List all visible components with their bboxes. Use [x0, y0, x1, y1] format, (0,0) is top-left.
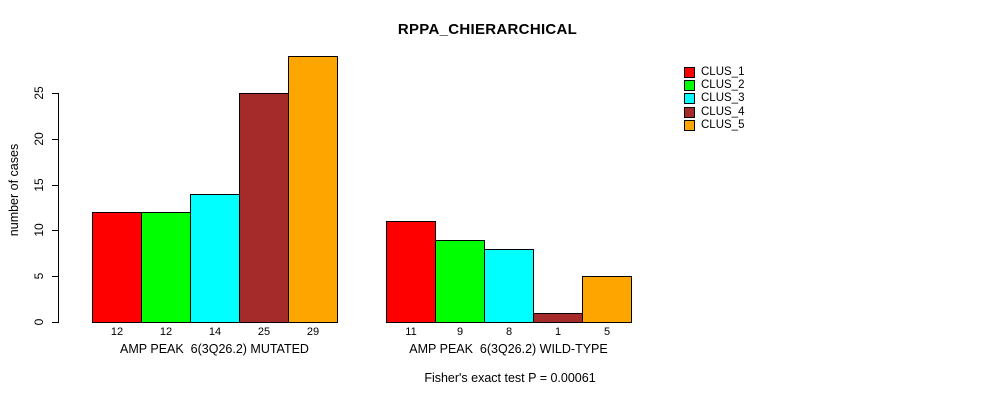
legend-item-clus_5: CLUS_5 [684, 119, 744, 132]
legend-label: CLUS_1 [701, 66, 745, 78]
y-tick [52, 184, 58, 186]
group-label-2: AMP PEAK 6(3Q26.2) WILD-TYPE [409, 342, 608, 356]
bar-clus_3-group1 [190, 194, 240, 323]
legend-label: CLUS_4 [701, 105, 745, 118]
legend-item-clus_4: CLUS_4 [684, 106, 744, 119]
legend-label: CLUS_3 [701, 92, 745, 105]
legend-label: CLUS_5 [701, 118, 745, 131]
y-tick [52, 276, 58, 278]
bar-value-label: 29 [306, 326, 320, 338]
legend-label: CLUS_2 [701, 79, 745, 92]
y-tick-label: 5 [32, 272, 46, 280]
legend-swatch [684, 93, 695, 105]
bar-value-label: 11 [405, 326, 417, 338]
bar-value-label: 12 [159, 326, 173, 338]
bar-value-label: 5 [603, 326, 611, 338]
y-tick-label: 20 [32, 132, 46, 146]
y-tick [52, 230, 58, 232]
y-tick-label: 15 [32, 177, 46, 192]
y-tick-label: 25 [32, 86, 46, 100]
bar-value-label: 12 [110, 326, 124, 338]
bar-value-label: 25 [257, 326, 271, 338]
y-tick-label: 0 [32, 318, 46, 326]
y-axis-line [58, 93, 59, 323]
bar-value-label: 9 [456, 326, 464, 338]
bar-value-label: 1 [554, 326, 562, 338]
legend: CLUS_1 CLUS_2 CLUS_3 CLUS_4 CLUS_5 [684, 66, 744, 132]
bar-clus_2-group2 [435, 240, 485, 323]
bar-clus_3-group2 [484, 249, 534, 323]
legend-item-clus_2: CLUS_2 [684, 79, 744, 92]
y-tick-label: 10 [32, 223, 46, 238]
y-tick [52, 322, 58, 323]
p-value-note: Fisher's exact test P = 0.00061 [424, 371, 596, 385]
legend-item-clus_3: CLUS_3 [684, 92, 744, 105]
bar-value-label: 14 [208, 326, 222, 338]
legend-item-clus_1: CLUS_1 [684, 66, 744, 79]
bar-clus_5-group2 [582, 276, 632, 323]
group-label-1: AMP PEAK 6(3Q26.2) MUTATED [120, 342, 309, 356]
bar-clus_4-group2 [533, 313, 583, 323]
bar-clus_1-group2 [386, 221, 436, 323]
bar-clus_2-group1 [141, 212, 191, 323]
bar-clus_4-group1 [239, 93, 289, 323]
y-tick [52, 93, 58, 94]
legend-swatch [684, 119, 695, 131]
legend-swatch [684, 67, 695, 79]
legend-swatch [684, 106, 695, 118]
y-axis-label: number of cases [7, 143, 21, 237]
chart-title: RPPA_CHIERARCHICAL [397, 21, 578, 38]
y-tick [52, 138, 58, 140]
bar-value-label: 8 [505, 326, 513, 338]
bar-clus_5-group1 [288, 56, 338, 323]
bar-clus_1-group1 [92, 212, 142, 323]
legend-swatch [684, 80, 695, 92]
